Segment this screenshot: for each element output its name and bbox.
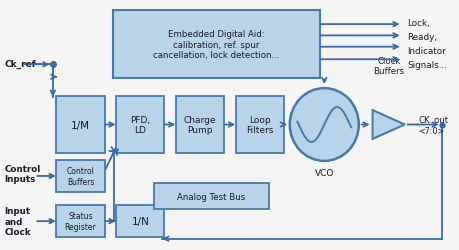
Text: 1/M: 1/M — [71, 120, 90, 130]
Text: Signals...: Signals... — [406, 60, 446, 70]
Text: 1/N: 1/N — [131, 216, 149, 226]
Text: Status
Register: Status Register — [64, 212, 96, 231]
FancyBboxPatch shape — [112, 11, 319, 79]
Text: Lock,: Lock, — [406, 19, 429, 28]
Text: Analog Test Bus: Analog Test Bus — [177, 192, 245, 201]
FancyBboxPatch shape — [56, 206, 105, 237]
FancyBboxPatch shape — [56, 96, 105, 154]
FancyBboxPatch shape — [176, 96, 224, 154]
Text: Indicator: Indicator — [406, 47, 445, 56]
Text: Ready,: Ready, — [406, 33, 436, 42]
Text: CK_out: CK_out — [418, 114, 448, 123]
Text: Embedded Digital Aid:
calibration, ref. spur
cancellation, lock detection...: Embedded Digital Aid: calibration, ref. … — [153, 30, 279, 60]
Text: Charge
Pump: Charge Pump — [184, 115, 216, 135]
Text: VCO: VCO — [314, 169, 333, 178]
Text: Ck_ref: Ck_ref — [5, 59, 36, 68]
Text: Clock
Buffers: Clock Buffers — [372, 56, 403, 76]
FancyBboxPatch shape — [235, 96, 284, 154]
FancyBboxPatch shape — [116, 96, 164, 154]
Text: Control
Buffers: Control Buffers — [67, 166, 94, 186]
Text: <7:0>: <7:0> — [418, 127, 444, 136]
FancyBboxPatch shape — [116, 206, 164, 237]
FancyBboxPatch shape — [56, 160, 105, 192]
Text: Input
and
Clock: Input and Clock — [5, 206, 31, 236]
Text: Loop
Filters: Loop Filters — [246, 115, 273, 135]
Text: Control
Inputs: Control Inputs — [5, 164, 41, 184]
Ellipse shape — [289, 89, 358, 161]
FancyBboxPatch shape — [154, 183, 269, 210]
Text: PFD,
LD: PFD, LD — [130, 115, 150, 135]
Polygon shape — [372, 110, 404, 139]
